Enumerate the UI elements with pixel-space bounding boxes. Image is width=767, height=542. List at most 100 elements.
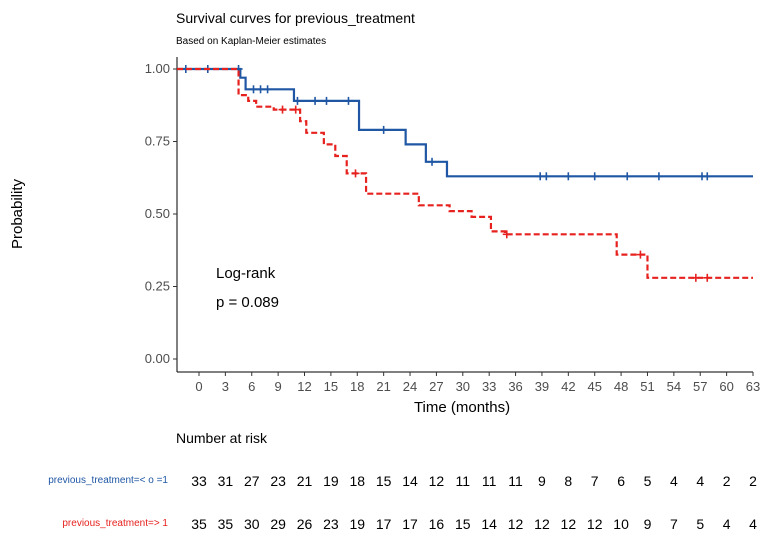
censor-mark (351, 169, 360, 178)
logrank-pvalue: p = 0.089 (216, 294, 279, 311)
logrank-label: Log-rank (216, 265, 276, 282)
risk-count: 12 (429, 473, 445, 489)
censor-mark (379, 125, 388, 134)
x-tick-label: 60 (719, 379, 733, 394)
risk-count: 35 (191, 516, 207, 532)
censor-mark (564, 172, 573, 181)
censor-mark (590, 172, 599, 181)
x-tick-label: 63 (746, 379, 760, 394)
risk-count: 31 (218, 473, 234, 489)
risk-count: 15 (455, 516, 471, 532)
risk-count: 6 (617, 473, 625, 489)
risk-count: 5 (644, 473, 652, 489)
survival-curve-2 (177, 67, 753, 279)
risk-row-label: previous_treatment=> 1 (62, 518, 168, 529)
x-tick-label: 54 (667, 379, 681, 394)
risk-count: 11 (508, 473, 523, 489)
censor-mark (703, 273, 712, 282)
x-tick-label: 24 (403, 379, 417, 394)
x-tick-label: 12 (297, 379, 311, 394)
x-tick-label: 0 (195, 379, 202, 394)
x-tick-label: 48 (614, 379, 628, 394)
chart-title: Survival curves for previous_treatment (176, 10, 415, 26)
x-tick-label: 42 (561, 379, 575, 394)
risk-row-label: previous_treatment=< o =1 (48, 475, 168, 486)
x-tick-label: 3 (222, 379, 229, 394)
risk-count: 23 (270, 473, 286, 489)
risk-count: 27 (244, 473, 260, 489)
risk-count: 9 (538, 473, 546, 489)
x-tick-label: 15 (324, 379, 338, 394)
x-tick-label: 36 (508, 379, 522, 394)
censor-mark (654, 172, 663, 181)
x-tick-label: 9 (275, 379, 282, 394)
x-axis-title: Time (months) (414, 399, 510, 416)
risk-count: 30 (244, 516, 260, 532)
risk-count: 12 (534, 516, 550, 532)
y-tick-label: 0.75 (145, 134, 170, 149)
risk-count: 4 (670, 473, 678, 489)
censor-mark (428, 157, 437, 166)
risk-count: 14 (402, 473, 418, 489)
risk-count: 15 (376, 473, 392, 489)
risk-count: 35 (218, 516, 234, 532)
x-tick-label: 57 (693, 379, 707, 394)
risk-count: 10 (613, 516, 629, 532)
x-tick-label: 30 (456, 379, 470, 394)
risk-count: 19 (349, 516, 365, 532)
risk-count: 18 (349, 473, 365, 489)
x-tick-label: 21 (376, 379, 390, 394)
risk-count: 2 (723, 473, 731, 489)
risk-count: 2 (749, 473, 757, 489)
censor-mark (636, 250, 645, 259)
x-tick-label: 33 (482, 379, 496, 394)
risk-count: 5 (696, 516, 704, 532)
censor-mark (256, 85, 265, 94)
risk-table: previous_treatment=< o =1 33 31 27 23 21 19 18 1… (48, 473, 757, 532)
censor-mark (691, 273, 700, 282)
y-tick-label: 0.00 (145, 351, 170, 366)
risk-count: 11 (456, 473, 471, 489)
risk-count: 17 (376, 516, 392, 532)
censor-mark (263, 85, 272, 94)
risk-count: 8 (564, 473, 572, 489)
x-tick-label: 51 (640, 379, 654, 394)
x-tick-label: 39 (535, 379, 549, 394)
risk-count: 7 (670, 516, 678, 532)
risk-count: 19 (323, 473, 339, 489)
risk-count: 33 (191, 473, 207, 489)
risk-count: 4 (723, 516, 731, 532)
censor-mark (703, 172, 712, 181)
risk-count: 21 (297, 473, 313, 489)
risk-count: 11 (482, 473, 497, 489)
censor-mark (278, 105, 287, 114)
plot-area: 0.000.250.500.751.000 3 6 9 12 15 18 21 24 27 30 33… (145, 57, 760, 394)
risk-count: 12 (561, 516, 577, 532)
chart-subtitle: Based on Kaplan-Meier estimates (176, 36, 326, 47)
risk-count: 4 (749, 516, 757, 532)
x-tick-label: 18 (350, 379, 364, 394)
x-tick-label: 6 (248, 379, 255, 394)
y-axis-title: Probability (9, 178, 26, 249)
risk-table-title: Number at risk (176, 430, 268, 446)
censor-mark (322, 96, 331, 105)
risk-count: 9 (644, 516, 652, 532)
risk-count: 26 (297, 516, 313, 532)
x-tick-label: 27 (429, 379, 443, 394)
x-tick-label: 45 (587, 379, 601, 394)
censor-mark (623, 172, 632, 181)
censor-mark (291, 105, 300, 114)
censor-mark (344, 96, 353, 105)
risk-count: 7 (591, 473, 599, 489)
risk-count: 12 (508, 516, 524, 532)
censor-mark (293, 96, 302, 105)
risk-count: 14 (481, 516, 497, 532)
censor-mark (311, 96, 320, 105)
risk-count: 4 (696, 473, 704, 489)
risk-count: 12 (587, 516, 603, 532)
y-tick-label: 1.00 (145, 61, 170, 76)
y-tick-label: 0.25 (145, 279, 170, 294)
censor-mark (542, 172, 551, 181)
risk-count: 17 (402, 516, 418, 532)
